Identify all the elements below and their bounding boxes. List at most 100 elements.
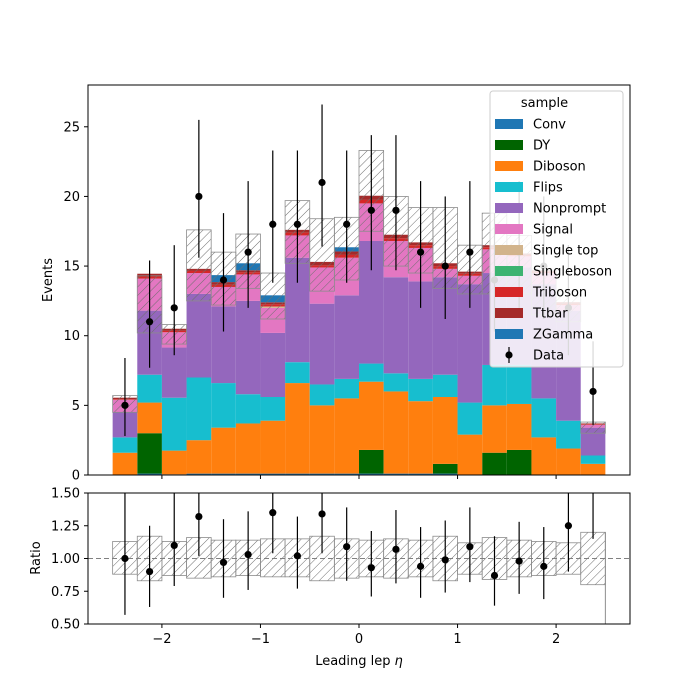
x-axis-label: Leading lep η (315, 654, 403, 669)
legend-label-flips: Flips (533, 181, 563, 196)
ratio-point (145, 568, 154, 576)
legend-box (489, 90, 624, 368)
y-tick-label: 10 (63, 329, 80, 344)
bar-diboson (334, 398, 359, 474)
data-point (219, 276, 228, 284)
ratio-point (515, 557, 523, 565)
legend-label-conv: Conv (533, 118, 566, 133)
legend-label-nonprompt: Nonprompt (533, 202, 606, 217)
legend-label-signal: Signal (533, 223, 573, 238)
ratio-point (564, 522, 573, 530)
ratio-point (441, 556, 449, 564)
legend: sample Conv DY Diboson Flips Nonprompt Signal S… (489, 90, 624, 368)
ratio-point (540, 562, 548, 570)
bar-dy (482, 452, 507, 475)
ratio-panel: 0.50 0.75 1.00 1.25 1.50 −2 −1 0 1 2 Ratio Leadin… (29, 487, 631, 669)
bar-diboson (408, 401, 433, 474)
bar-nonprompt (260, 332, 286, 397)
legend-label-data: Data (533, 349, 564, 364)
bar-nonprompt (161, 347, 187, 398)
data-point (466, 248, 474, 256)
bar-diboson (235, 423, 261, 474)
bar-conv (137, 473, 162, 475)
bar-flips (161, 397, 187, 451)
legend-swatch-zgamma (495, 329, 523, 339)
ratio-point (490, 571, 499, 580)
legend-swatch-nonprompt (495, 203, 523, 213)
ratio-axes: 0.50 0.75 1.00 1.25 1.50 −2 −1 0 1 2 (51, 487, 560, 648)
data-point (367, 206, 375, 214)
y-tick-label: 20 (63, 190, 80, 205)
bar-flips (309, 384, 335, 406)
legend-swatch-single-top (495, 245, 523, 255)
bar-diboson (556, 448, 581, 475)
bar-conv (359, 473, 384, 475)
x-tick-label: 1 (453, 632, 461, 647)
bar-diboson (186, 440, 212, 474)
ratio-y-tick-label: 0.50 (51, 618, 80, 633)
bar-flips (137, 374, 162, 403)
x-axis-label-text: Leading lep (315, 654, 390, 669)
x-tick-label: 0 (355, 632, 363, 647)
data-point (589, 387, 597, 396)
bar-flips (260, 397, 286, 421)
bar-diboson (457, 434, 483, 475)
bar-dy (359, 449, 384, 474)
data-point (392, 206, 400, 214)
data-point (269, 220, 277, 228)
ratio-y-tick-label: 1.50 (51, 487, 80, 502)
bar-diboson (383, 391, 409, 474)
bar-conv (383, 473, 409, 475)
bar-nonprompt (186, 293, 212, 378)
legend-label-singleboson: Singleboson (533, 265, 612, 280)
ratio-point (269, 509, 277, 517)
data-point (145, 318, 154, 326)
y-tick-label: 5 (72, 399, 80, 414)
bar-diboson (506, 403, 532, 450)
bar-conv (186, 473, 212, 475)
bar-flips (112, 437, 138, 453)
ratio-point (170, 541, 178, 550)
data-point (121, 401, 129, 409)
ratio-point (219, 558, 228, 567)
legend-swatch-diboson (495, 161, 523, 171)
ratio-y-tick-label: 0.75 (51, 585, 80, 600)
bar-flips (235, 394, 261, 424)
bar-diboson (531, 437, 557, 475)
y-tick-label: 0 (72, 469, 80, 484)
bar-flips (186, 377, 212, 441)
bar-diboson (137, 402, 162, 434)
bar-conv (260, 473, 286, 475)
legend-label-dy: DY (533, 139, 550, 154)
legend-swatch-triboson (495, 287, 523, 297)
bar-conv (285, 473, 310, 475)
bar-flips (285, 362, 310, 384)
bar-flips (556, 420, 581, 449)
legend-swatch-ttbar (495, 308, 523, 318)
ratio-y-tick-label: 1.00 (51, 552, 80, 567)
ratio-point (466, 543, 474, 551)
legend-swatch-flips (495, 182, 523, 192)
legend-label-zgamma: ZGamma (533, 328, 593, 343)
bar-conv (432, 473, 458, 475)
ratio-point (343, 543, 351, 551)
bar-flips (432, 374, 458, 397)
bar-diboson (211, 427, 236, 474)
main-plot-area (112, 104, 606, 475)
legend-title: sample (521, 96, 568, 111)
x-tick-label: −2 (152, 632, 171, 647)
bar-flips (506, 364, 532, 404)
legend-swatch-conv (495, 119, 523, 129)
bar-diboson (260, 420, 286, 474)
bar-conv (408, 473, 433, 475)
bar-flips (359, 363, 384, 382)
bar-nonprompt (235, 300, 261, 395)
bar-conv (334, 473, 359, 475)
bar-nonprompt (383, 277, 409, 374)
data-point (441, 262, 449, 270)
bar-flips (211, 383, 236, 428)
main-y-axis-label: Events (41, 258, 56, 302)
bar-dy (137, 433, 162, 474)
data-point (293, 220, 302, 228)
bar-dy (506, 449, 532, 475)
